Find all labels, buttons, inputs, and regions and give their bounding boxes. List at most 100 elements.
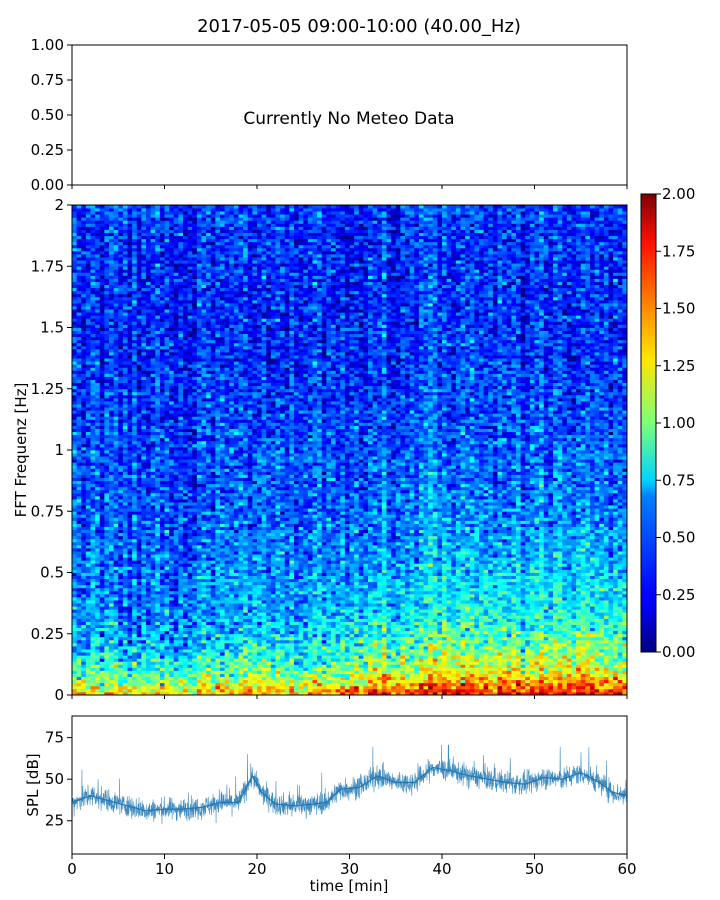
- heatmap-cell: [192, 324, 198, 328]
- heatmap-cell: [159, 572, 165, 576]
- heatmap-cell: [206, 453, 212, 457]
- heatmap-cell: [132, 541, 138, 546]
- heatmap-cell: [127, 609, 133, 613]
- heatmap-cell: [109, 541, 115, 546]
- heatmap-cell: [76, 584, 82, 589]
- heatmap-cell: [201, 373, 207, 377]
- heatmap-cell: [113, 345, 119, 350]
- heatmap-cell: [173, 658, 179, 662]
- heatmap-cell: [113, 581, 119, 586]
- heatmap-cell: [118, 376, 124, 380]
- heatmap-cell: [141, 303, 147, 307]
- heatmap-cell: [201, 480, 207, 485]
- heatmap-cell: [201, 465, 207, 469]
- heatmap-cell: [90, 336, 96, 341]
- heatmap-cell: [187, 205, 193, 209]
- heatmap-cell: [122, 324, 128, 328]
- heatmap-cell: [85, 345, 91, 350]
- heatmap-cell: [127, 373, 133, 377]
- heatmap-cell: [122, 474, 128, 478]
- heatmap-cell: [196, 535, 202, 540]
- heatmap-cell: [150, 361, 156, 365]
- heatmap-cell: [132, 370, 138, 374]
- heatmap-cell: [159, 603, 165, 607]
- heatmap-cell: [118, 548, 124, 552]
- heatmap-cell: [164, 649, 170, 653]
- heatmap-cell: [113, 639, 119, 644]
- heatmap-cell: [187, 606, 193, 610]
- heatmap-cell: [90, 630, 96, 635]
- heatmap-cell: [187, 208, 193, 212]
- heatmap-cell: [169, 572, 175, 576]
- heatmap-cell: [132, 401, 138, 405]
- heatmap-cell: [187, 551, 193, 555]
- heatmap-cell: [159, 563, 165, 567]
- heatmap-cell: [95, 361, 101, 365]
- heatmap-cell: [136, 609, 142, 613]
- heatmap-cell: [206, 526, 212, 531]
- heatmap-cell: [206, 661, 212, 665]
- heatmap-cell: [155, 333, 161, 338]
- heatmap-cell: [187, 211, 193, 215]
- heatmap-cell: [109, 284, 115, 289]
- heatmap-cell: [210, 456, 216, 460]
- heatmap-cell: [109, 495, 115, 500]
- heatmap-cell: [183, 241, 189, 246]
- heatmap-cell: [90, 655, 96, 659]
- heatmap-cell: [173, 664, 179, 668]
- heatmap-cell: [122, 523, 128, 527]
- heatmap-cell: [215, 652, 221, 656]
- heatmap-cell: [95, 603, 101, 607]
- heatmap-cell: [169, 407, 175, 411]
- heatmap-cell: [118, 257, 124, 261]
- heatmap-cell: [173, 569, 179, 573]
- heatmap-cell: [104, 538, 110, 543]
- heatmap-cell: [187, 333, 193, 338]
- heatmap-cell: [95, 309, 101, 313]
- heatmap-cell: [210, 587, 216, 592]
- heatmap-cell: [90, 505, 96, 509]
- heatmap-cell: [169, 327, 175, 331]
- heatmap-cell: [90, 379, 96, 384]
- heatmap-cell: [150, 572, 156, 576]
- heatmap-cell: [150, 551, 156, 555]
- heatmap-cell: [104, 257, 110, 261]
- heatmap-cell: [155, 263, 161, 267]
- heatmap-cell: [141, 652, 147, 656]
- heatmap-cell: [76, 391, 82, 396]
- heatmap-cell: [95, 462, 101, 466]
- heatmap-cell: [164, 456, 170, 460]
- heatmap-cell: [196, 229, 202, 233]
- heatmap-cell: [113, 413, 119, 417]
- heatmap-cell: [150, 633, 156, 638]
- heatmap-cell: [173, 217, 179, 221]
- heatmap-cell: [95, 229, 101, 233]
- heatmap-cell: [183, 388, 189, 393]
- heatmap-cell: [155, 609, 161, 613]
- heatmap-cell: [192, 290, 198, 295]
- heatmap-cell: [183, 593, 189, 598]
- heatmap-cell: [85, 544, 91, 549]
- heatmap-cell: [164, 541, 170, 546]
- heatmap-cell: [150, 459, 156, 463]
- heatmap-cell: [187, 428, 193, 433]
- heatmap-cell: [178, 318, 184, 322]
- heatmap-cell: [113, 538, 119, 543]
- heatmap-cell: [196, 563, 202, 567]
- heatmap-cell: [109, 615, 115, 619]
- heatmap-cell: [201, 355, 207, 359]
- heatmap-cell: [173, 220, 179, 224]
- heatmap-cell: [155, 303, 161, 307]
- heatmap-cell: [85, 404, 91, 408]
- heatmap-cell: [173, 554, 179, 558]
- heatmap-cell: [104, 419, 110, 423]
- heatmap-cell: [99, 505, 105, 509]
- heatmap-cell: [122, 250, 128, 255]
- heatmap-cell: [183, 342, 189, 347]
- heatmap-cell: [122, 560, 128, 564]
- heatmap-cell: [118, 437, 124, 442]
- heatmap-cell: [159, 670, 165, 674]
- heatmap-cell: [159, 211, 165, 215]
- heatmap-cell: [99, 554, 105, 558]
